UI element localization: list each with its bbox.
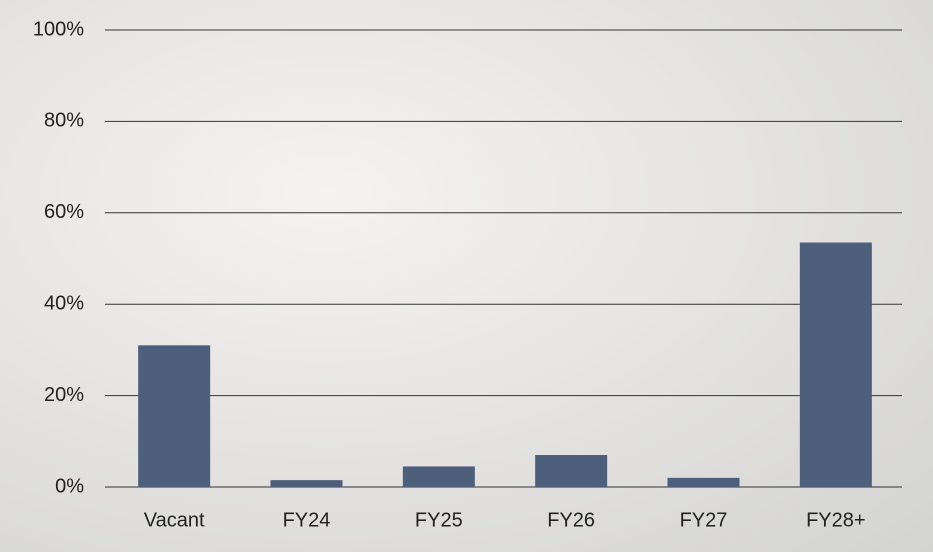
x-tick-label: FY25	[415, 509, 463, 531]
y-tick-label: 20%	[44, 384, 84, 406]
y-tick-label: 80%	[44, 110, 84, 132]
y-tick-label: 100%	[33, 18, 84, 40]
bar	[799, 242, 872, 487]
x-tick-label: Vacant	[144, 509, 205, 531]
y-tick-label: 0%	[55, 475, 84, 497]
bar	[402, 466, 475, 487]
y-tick-label: 60%	[44, 201, 84, 223]
bar	[138, 345, 211, 487]
x-tick-label: FY26	[547, 509, 595, 531]
x-tick-label: FY27	[680, 509, 728, 531]
bar	[667, 477, 740, 487]
bar	[535, 455, 608, 487]
x-tick-label: FY24	[283, 509, 331, 531]
x-tick-label: FY28+	[806, 509, 865, 531]
bar	[270, 480, 343, 487]
y-tick-label: 40%	[44, 292, 84, 314]
